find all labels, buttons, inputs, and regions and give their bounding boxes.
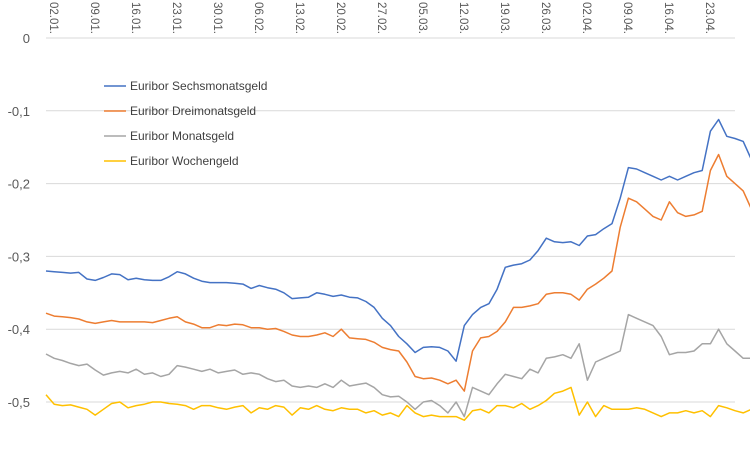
y-tick-label: -0,5	[8, 395, 30, 410]
series-line-3	[45, 313, 750, 418]
x-tick-label: 19.03.	[498, 2, 510, 34]
x-tick-label: 09.01.	[88, 2, 100, 34]
legend-label: Euribor Wochengeld	[130, 154, 239, 168]
x-tick-label: 23.04.	[703, 2, 715, 34]
x-tick-label: 02.01.	[47, 2, 59, 34]
y-axis: 0 -0,1 -0,2 -0,3 -0,4 -0,5	[8, 31, 30, 410]
legend-label: Euribor Monatsgeld	[130, 129, 234, 143]
x-tick-label: 27.02.	[375, 2, 387, 34]
x-tick-label: 16.04.	[662, 2, 674, 34]
x-tick-label: 06.02.	[252, 2, 264, 34]
x-tick-label: 05.03.	[416, 2, 428, 34]
x-axis: 02.01. 09.01. 16.01. 23.01. 30.01. 06.02. 13.0…	[47, 2, 715, 34]
series-line-4	[45, 386, 750, 421]
y-tick-label: -0,1	[8, 104, 30, 119]
series-line-1	[45, 118, 750, 362]
x-tick-label: 13.02.	[293, 2, 305, 34]
series-lines	[45, 118, 750, 421]
y-tick-label: -0,4	[8, 322, 30, 337]
y-tick-label: -0,3	[8, 249, 30, 264]
x-tick-label: 02.04.	[580, 2, 592, 34]
x-tick-label: 09.04.	[621, 2, 633, 34]
y-tick-label: -0,2	[8, 177, 30, 192]
y-tick-label: 0	[23, 31, 30, 46]
x-tick-label: 26.03.	[539, 2, 551, 34]
x-tick-label: 16.01.	[129, 2, 141, 34]
x-tick-label: 20.02.	[334, 2, 346, 34]
legend-label: Euribor Dreimonatsgeld	[130, 104, 256, 118]
legend-label: Euribor Sechsmonatsgeld	[130, 79, 267, 93]
legend: Euribor Sechsmonatsgeld Euribor Dreimonat…	[104, 79, 267, 168]
x-tick-label: 12.03.	[457, 2, 469, 34]
x-tick-label: 23.01.	[170, 2, 182, 34]
series-line-2	[45, 153, 750, 392]
x-tick-label: 30.01.	[211, 2, 223, 34]
